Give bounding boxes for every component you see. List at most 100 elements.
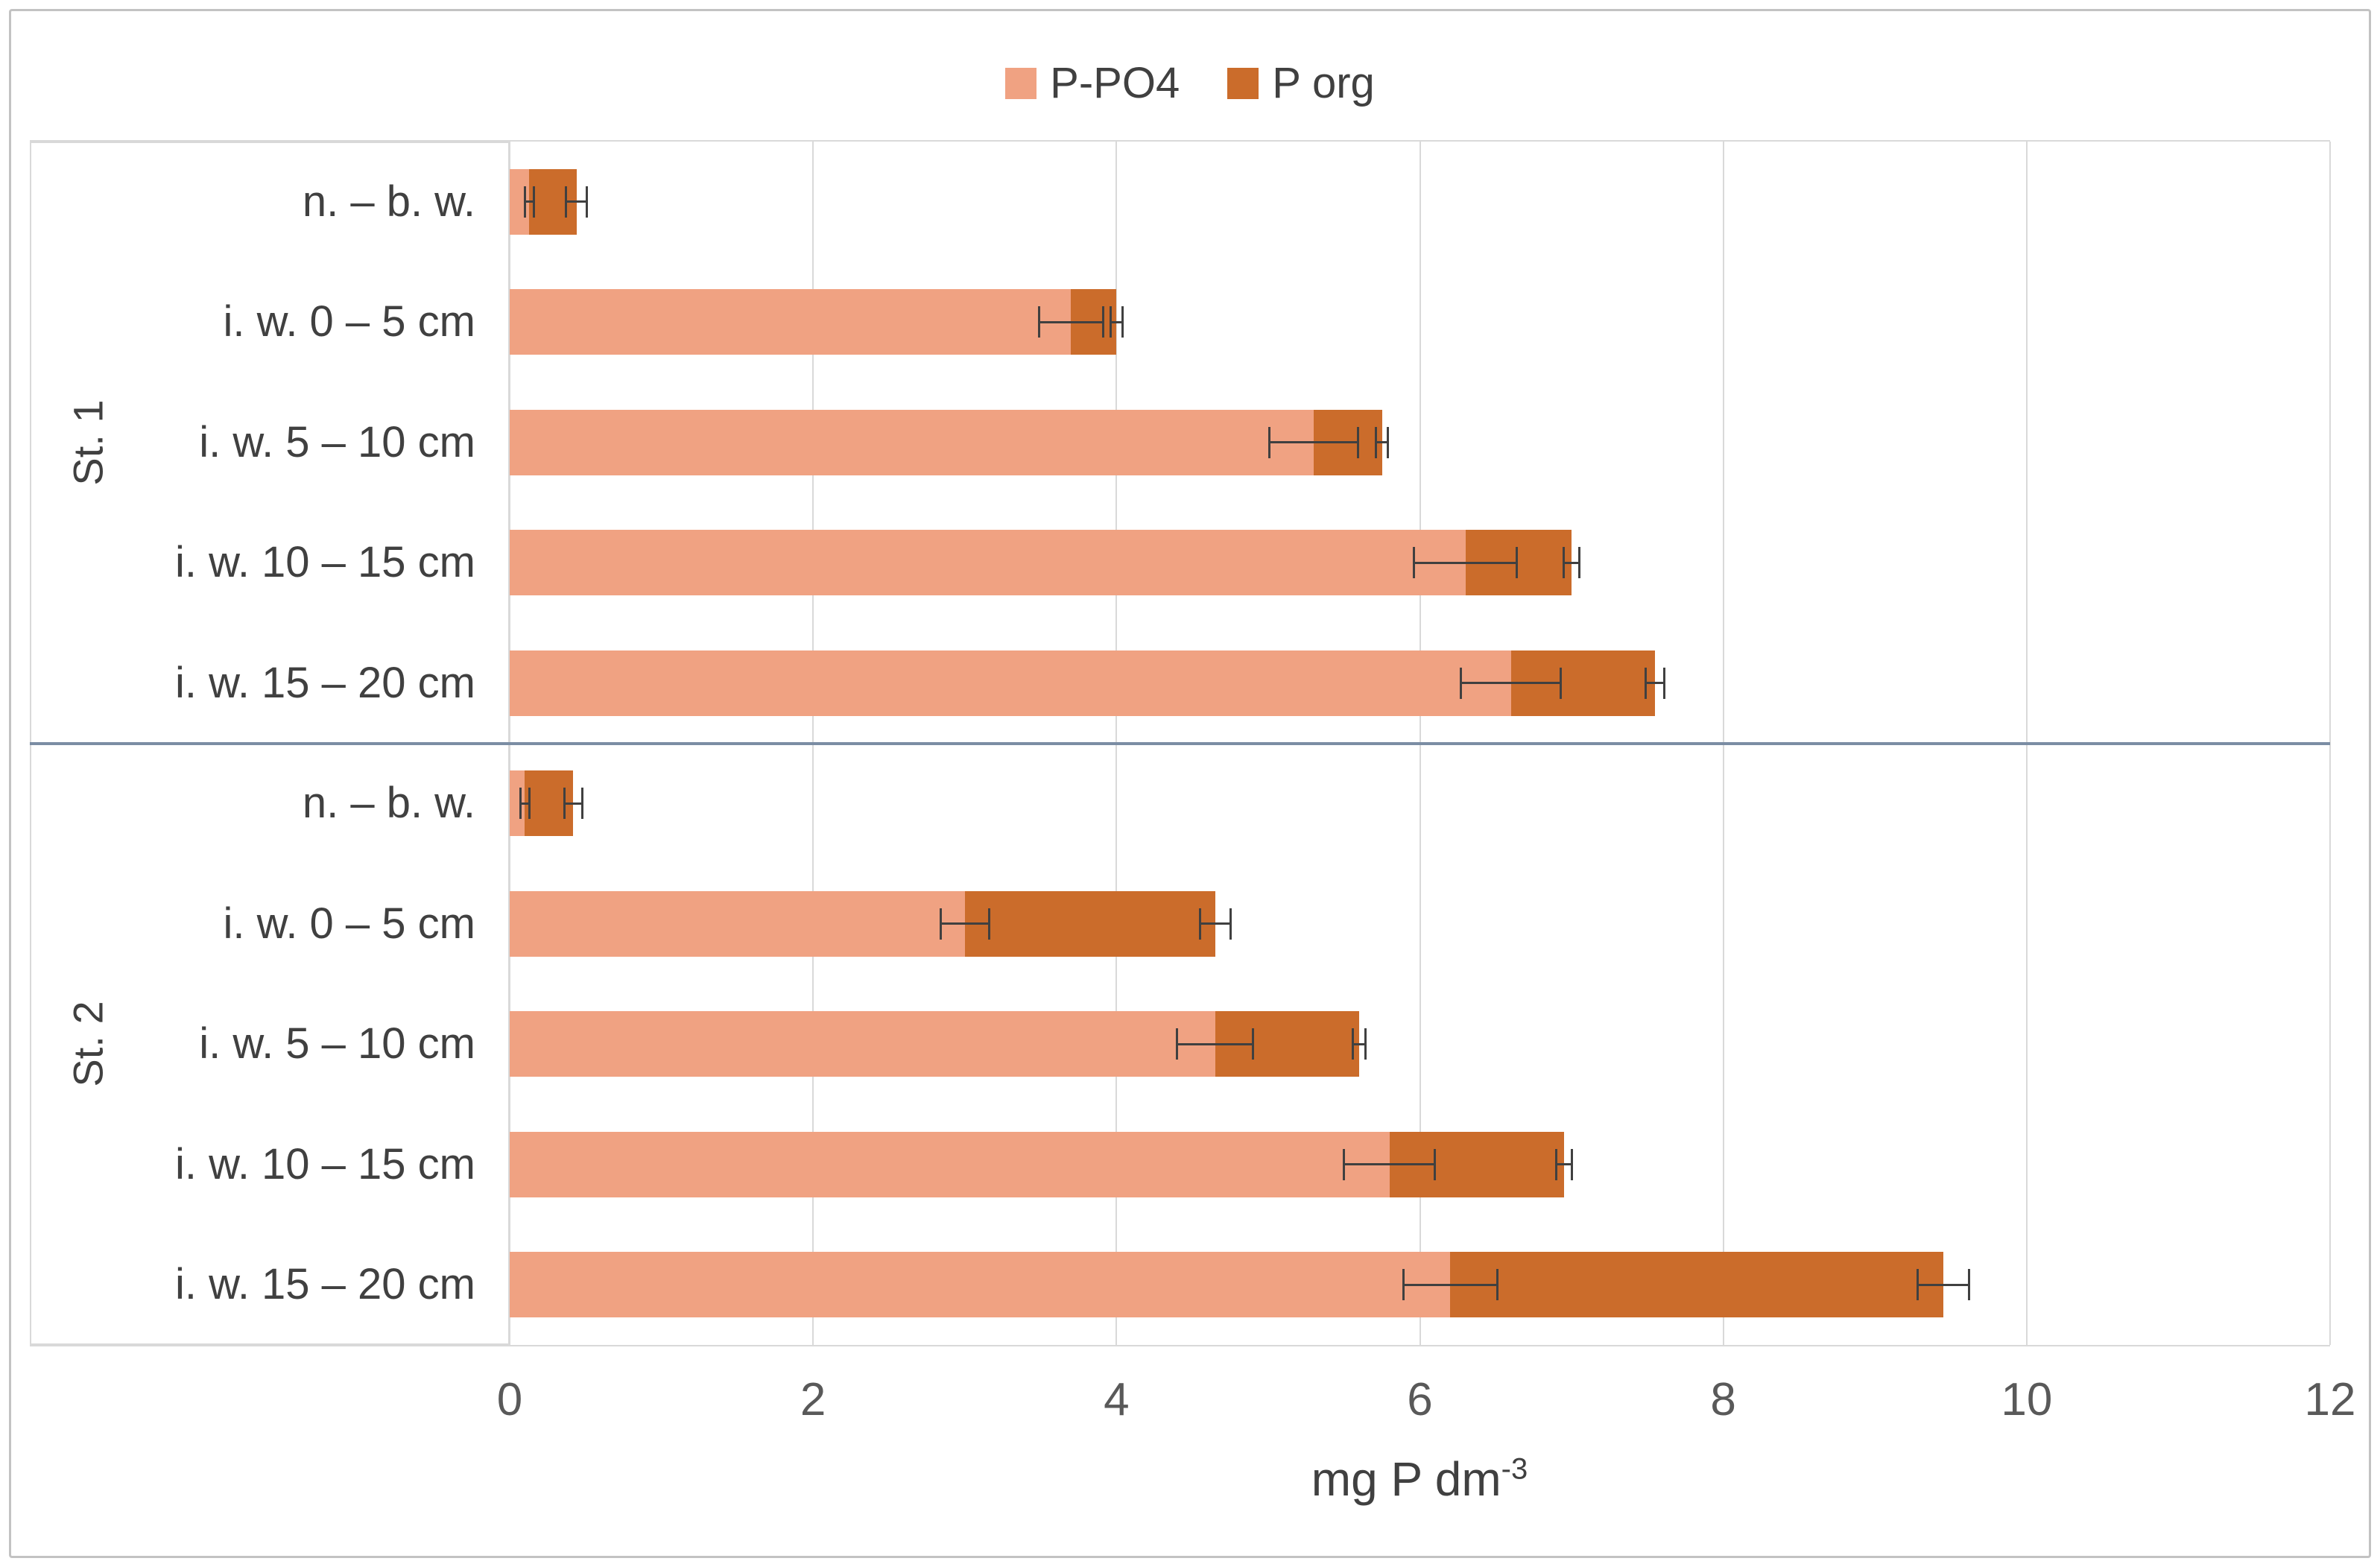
bar-segment-p-po4 (510, 530, 1466, 596)
error-bar-p-po4-cap (987, 908, 990, 940)
error-bar-p-po4-cap (1516, 547, 1519, 579)
error-bar-p-po4-cap (1038, 306, 1040, 338)
error-bar-p-po4 (1460, 682, 1561, 685)
error-bar-p-org (1917, 1283, 1969, 1286)
x-tick-label: 0 (496, 1374, 523, 1425)
category-label: i. w. 10 – 15 cm (175, 1139, 475, 1188)
error-bar-p-org (1200, 922, 1230, 925)
error-bar-p-org-cap (1109, 306, 1112, 338)
error-bar-p-org (1556, 1163, 1572, 1166)
category-label: i. w. 10 – 15 cm (175, 538, 475, 587)
error-bar-p-org-cap (581, 788, 584, 820)
error-bar-p-org-cap (1374, 426, 1377, 458)
legend-label: P-PO4 (1050, 59, 1180, 107)
error-bar-p-org-cap (1570, 1148, 1573, 1180)
error-bar-p-po4-cap (1402, 1269, 1405, 1301)
error-bar-p-po4-cap (1434, 1148, 1437, 1180)
error-bar-p-org-cap (1577, 547, 1580, 579)
error-bar-p-po4 (940, 922, 990, 925)
bar-segment-p-po4 (510, 1131, 1390, 1197)
category-label: i. w. 15 – 20 cm (175, 658, 475, 707)
error-bar-p-po4 (1344, 1163, 1435, 1166)
error-bar-p-org-cap (1563, 547, 1566, 579)
error-bar-p-org-cap (1555, 1148, 1558, 1180)
error-bar-p-po4 (1414, 561, 1517, 564)
error-bar-p-po4-cap (939, 908, 942, 940)
category-label: i. w. 5 – 10 cm (199, 1019, 475, 1069)
bar-segment-p-org (1450, 1252, 1943, 1318)
group-divider-line (30, 741, 2330, 745)
plot-border-bottom (30, 1345, 2330, 1346)
x-tick-label: 6 (1407, 1374, 1433, 1425)
error-bar-p-po4-cap (519, 788, 522, 820)
x-tick-label: 10 (2001, 1374, 2053, 1425)
bar-segment-p-po4 (510, 409, 1314, 475)
error-bar-p-po4-cap (1252, 1028, 1255, 1060)
error-bar-p-org-cap (1352, 1028, 1355, 1060)
error-bar-p-org (1352, 1042, 1366, 1045)
error-bar-p-po4 (1403, 1283, 1498, 1286)
x-axis-title-exponent: -3 (1501, 1452, 1528, 1486)
bar-segment-p-po4 (510, 650, 1511, 716)
category-label: n. – b. w. (302, 177, 475, 226)
error-bar-p-org-cap (1364, 1028, 1367, 1060)
category-label: i. w. 15 – 20 cm (175, 1260, 475, 1309)
group-label-text: St. 1 (64, 399, 112, 486)
error-bar-p-po4 (525, 200, 534, 203)
error-bar-p-org-cap (564, 186, 567, 218)
bar-segment-p-po4 (510, 890, 965, 957)
error-bar-p-org (564, 802, 583, 805)
legend-swatch-p-org (1227, 67, 1259, 99)
error-bar-p-po4-cap (1356, 426, 1359, 458)
error-bar-p-org-cap (1967, 1269, 1970, 1301)
error-bar-p-org-cap (1229, 908, 1232, 940)
category-label: i. w. 0 – 5 cm (223, 297, 475, 346)
error-bar-p-po4-cap (523, 186, 526, 218)
group-label-text: St. 2 (64, 1001, 112, 1087)
error-bar-p-org-cap (1662, 667, 1665, 699)
error-bar-p-po4 (1039, 320, 1103, 323)
x-tick-label: 4 (1104, 1374, 1130, 1425)
error-bar-p-org (566, 200, 587, 203)
error-bar-p-po4-cap (1268, 426, 1271, 458)
bar-segment-p-po4 (510, 289, 1072, 355)
chart-legend: P-PO4 P org (0, 58, 2380, 108)
error-bar-p-po4 (520, 802, 530, 805)
x-tick-label: 2 (800, 1374, 826, 1425)
error-bar-p-org (1110, 320, 1123, 323)
error-bar-p-org (1376, 441, 1388, 444)
error-bar-p-org-cap (1645, 667, 1648, 699)
error-bar-p-org-cap (1198, 908, 1201, 940)
legend-swatch-p-po4 (1005, 67, 1037, 99)
error-bar-p-po4-cap (1343, 1148, 1346, 1180)
category-label: n. – b. w. (302, 779, 475, 828)
plot-border-top (30, 140, 2330, 142)
bar-segment-p-po4 (510, 770, 525, 837)
error-bar-p-org-cap (563, 788, 566, 820)
legend-item-p-org: P org (1227, 58, 1375, 108)
x-tick-label: 12 (2304, 1374, 2356, 1425)
error-bar-p-po4-cap (1101, 306, 1104, 338)
legend-item-p-po4: P-PO4 (1005, 58, 1180, 108)
bar-segment-p-po4 (510, 1011, 1215, 1077)
error-bar-p-po4-cap (1176, 1028, 1179, 1060)
error-bar-p-org-cap (1916, 1269, 1919, 1301)
error-bar-p-po4-cap (533, 186, 536, 218)
legend-label: P org (1272, 59, 1375, 107)
x-axis-title-text: mg P dm (1311, 1452, 1501, 1506)
error-bar-p-org-cap (1387, 426, 1390, 458)
category-label: i. w. 5 – 10 cm (199, 417, 475, 466)
error-bar-p-org-cap (586, 186, 589, 218)
bar-segment-p-org (964, 890, 1215, 957)
error-bar-p-org (1645, 682, 1665, 685)
category-label: i. w. 0 – 5 cm (223, 899, 475, 948)
error-bar-p-org-cap (1121, 306, 1124, 338)
error-bar-p-po4 (1177, 1042, 1253, 1045)
error-bar-p-org (1563, 561, 1580, 564)
error-bar-p-po4-cap (1560, 667, 1563, 699)
error-bar-p-po4-cap (1412, 547, 1415, 579)
bar-segment-p-po4 (510, 1252, 1451, 1318)
x-axis-title: mg P dm-3 (1159, 1452, 1680, 1507)
error-bar-p-po4-cap (1496, 1269, 1498, 1301)
